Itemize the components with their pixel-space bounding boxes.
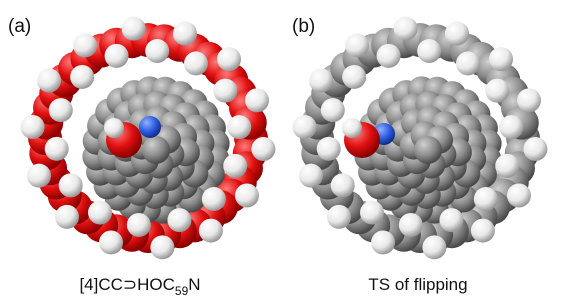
panel-label: (b) (292, 16, 315, 37)
atom (145, 39, 169, 63)
caption: TS of flipping (368, 275, 467, 294)
atom (445, 22, 469, 46)
atom (70, 65, 94, 89)
caption-subscript: 59 (175, 284, 189, 298)
atom (173, 22, 197, 46)
atom (227, 115, 251, 139)
atom (127, 213, 151, 237)
atom (331, 173, 355, 197)
atom (73, 33, 97, 57)
atom (37, 69, 61, 93)
atom (485, 79, 509, 103)
atom (399, 213, 423, 237)
atom (184, 51, 208, 75)
atom (471, 219, 495, 243)
atom (55, 205, 79, 229)
caption: [4]CC⊃HOC59N (79, 275, 200, 298)
atom (202, 187, 226, 211)
atom (21, 115, 45, 139)
atom (394, 17, 418, 41)
atom (235, 183, 259, 207)
atom (105, 44, 129, 68)
molecule-b (293, 17, 548, 260)
atom (99, 230, 123, 254)
figure: (a) (b) [4]CC⊃HOC59N TS of flipping (0, 0, 561, 303)
atom (167, 208, 191, 232)
atom (342, 118, 362, 138)
molecule-a (21, 17, 276, 260)
atom (523, 137, 547, 161)
atom (321, 98, 345, 122)
atom (345, 33, 369, 57)
panel-label: (a) (8, 16, 31, 37)
atom (223, 154, 247, 178)
atom (27, 164, 51, 188)
atom (499, 115, 523, 139)
atom (59, 173, 83, 197)
atom (299, 164, 323, 188)
atom (489, 47, 513, 71)
atom (309, 69, 333, 93)
caption-text: [4]CC⊃HOC (79, 275, 174, 294)
atom (88, 201, 112, 225)
atom (517, 88, 541, 112)
atom (49, 98, 73, 122)
atom (317, 137, 341, 161)
atom (139, 116, 161, 138)
atom (150, 235, 174, 259)
atom (45, 137, 69, 161)
atom (507, 183, 531, 207)
atom (217, 47, 241, 71)
atom (439, 208, 463, 232)
atom (422, 235, 446, 259)
atom (213, 79, 237, 103)
atom (251, 137, 275, 161)
atom (327, 205, 351, 229)
atom (417, 39, 441, 63)
atom (371, 230, 395, 254)
atom (360, 201, 384, 225)
atom (414, 136, 442, 164)
caption-text: N (188, 275, 200, 294)
atom (142, 136, 170, 164)
atom (293, 115, 317, 139)
atom (474, 187, 498, 211)
atom (377, 44, 401, 68)
atom (456, 51, 480, 75)
atom (122, 17, 146, 41)
atom (199, 219, 223, 243)
atom (495, 154, 519, 178)
atom (342, 65, 366, 89)
atom (104, 118, 124, 138)
atom (245, 88, 269, 112)
